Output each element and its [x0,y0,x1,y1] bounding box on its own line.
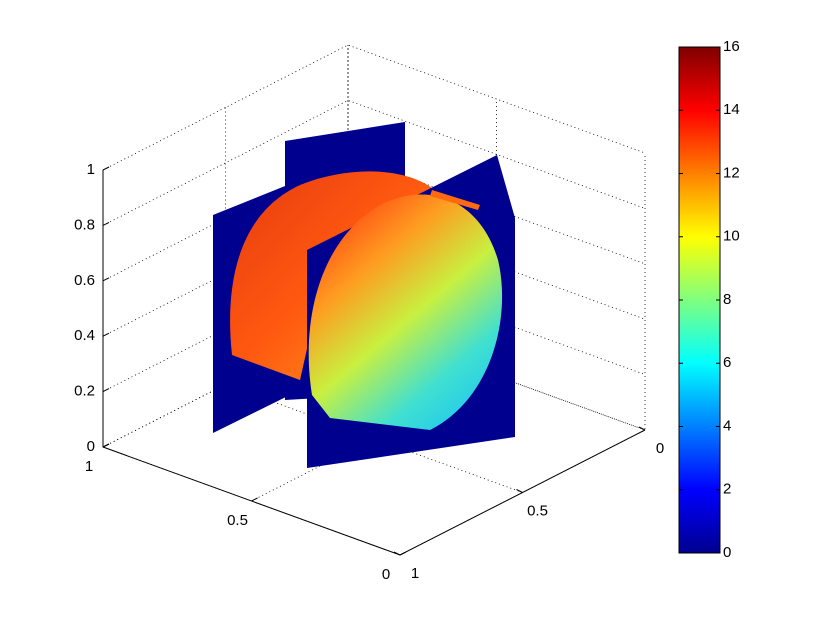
tick-mark [102,388,110,393]
y-tick-label: 0.5 [527,502,548,519]
tick-mark [102,221,110,226]
z-tick-label: 0 [87,438,95,455]
z-tick-label: 1 [87,161,95,178]
colorbar-tick-label: 6 [723,354,731,371]
z-tick-label: 0.2 [74,383,95,400]
z-tick-label: 0.4 [74,327,95,344]
slice-heat [308,194,503,430]
y-tick-label: 0 [656,440,664,457]
colorbar [678,46,721,554]
tick-mark [102,443,110,448]
tick-mark [102,277,110,282]
colorbar-tick-label: 4 [723,417,731,434]
z-tick-label: 0.8 [74,216,95,233]
tick-mark [393,551,401,556]
slice-heat [230,171,432,380]
y-tick-label: 1 [411,565,419,582]
slices [213,122,515,468]
x-tick-label: 0.5 [227,512,248,529]
tick-mark [251,497,258,502]
tick-mark [399,551,407,556]
colorbar-tick-label: 14 [723,101,740,118]
tick-mark [516,489,523,493]
x-tick-label: 1 [85,458,93,475]
colorbar-tick-label: 2 [723,481,731,498]
z-tick-label: 0.6 [74,272,95,289]
tick-mark [102,332,110,337]
axes: 0 0.2 0.4 0.6 0.8 1 0 0.5 1 0 0.5 1 [74,161,664,583]
tick-mark [102,166,110,171]
x-tick-label: 0 [382,566,390,583]
colorbar-tick-label: 0 [723,544,731,561]
colorbar-tick-label: 10 [723,228,740,245]
colorbar-ticks: 0 2 4 6 8 10 12 14 16 [679,38,740,561]
slice-heat [430,190,480,210]
tick-mark [638,426,646,431]
colorbar-tick-label: 12 [723,164,740,181]
colorbar-tick-label: 8 [723,291,731,308]
colorbar-tick-label: 16 [723,38,740,55]
